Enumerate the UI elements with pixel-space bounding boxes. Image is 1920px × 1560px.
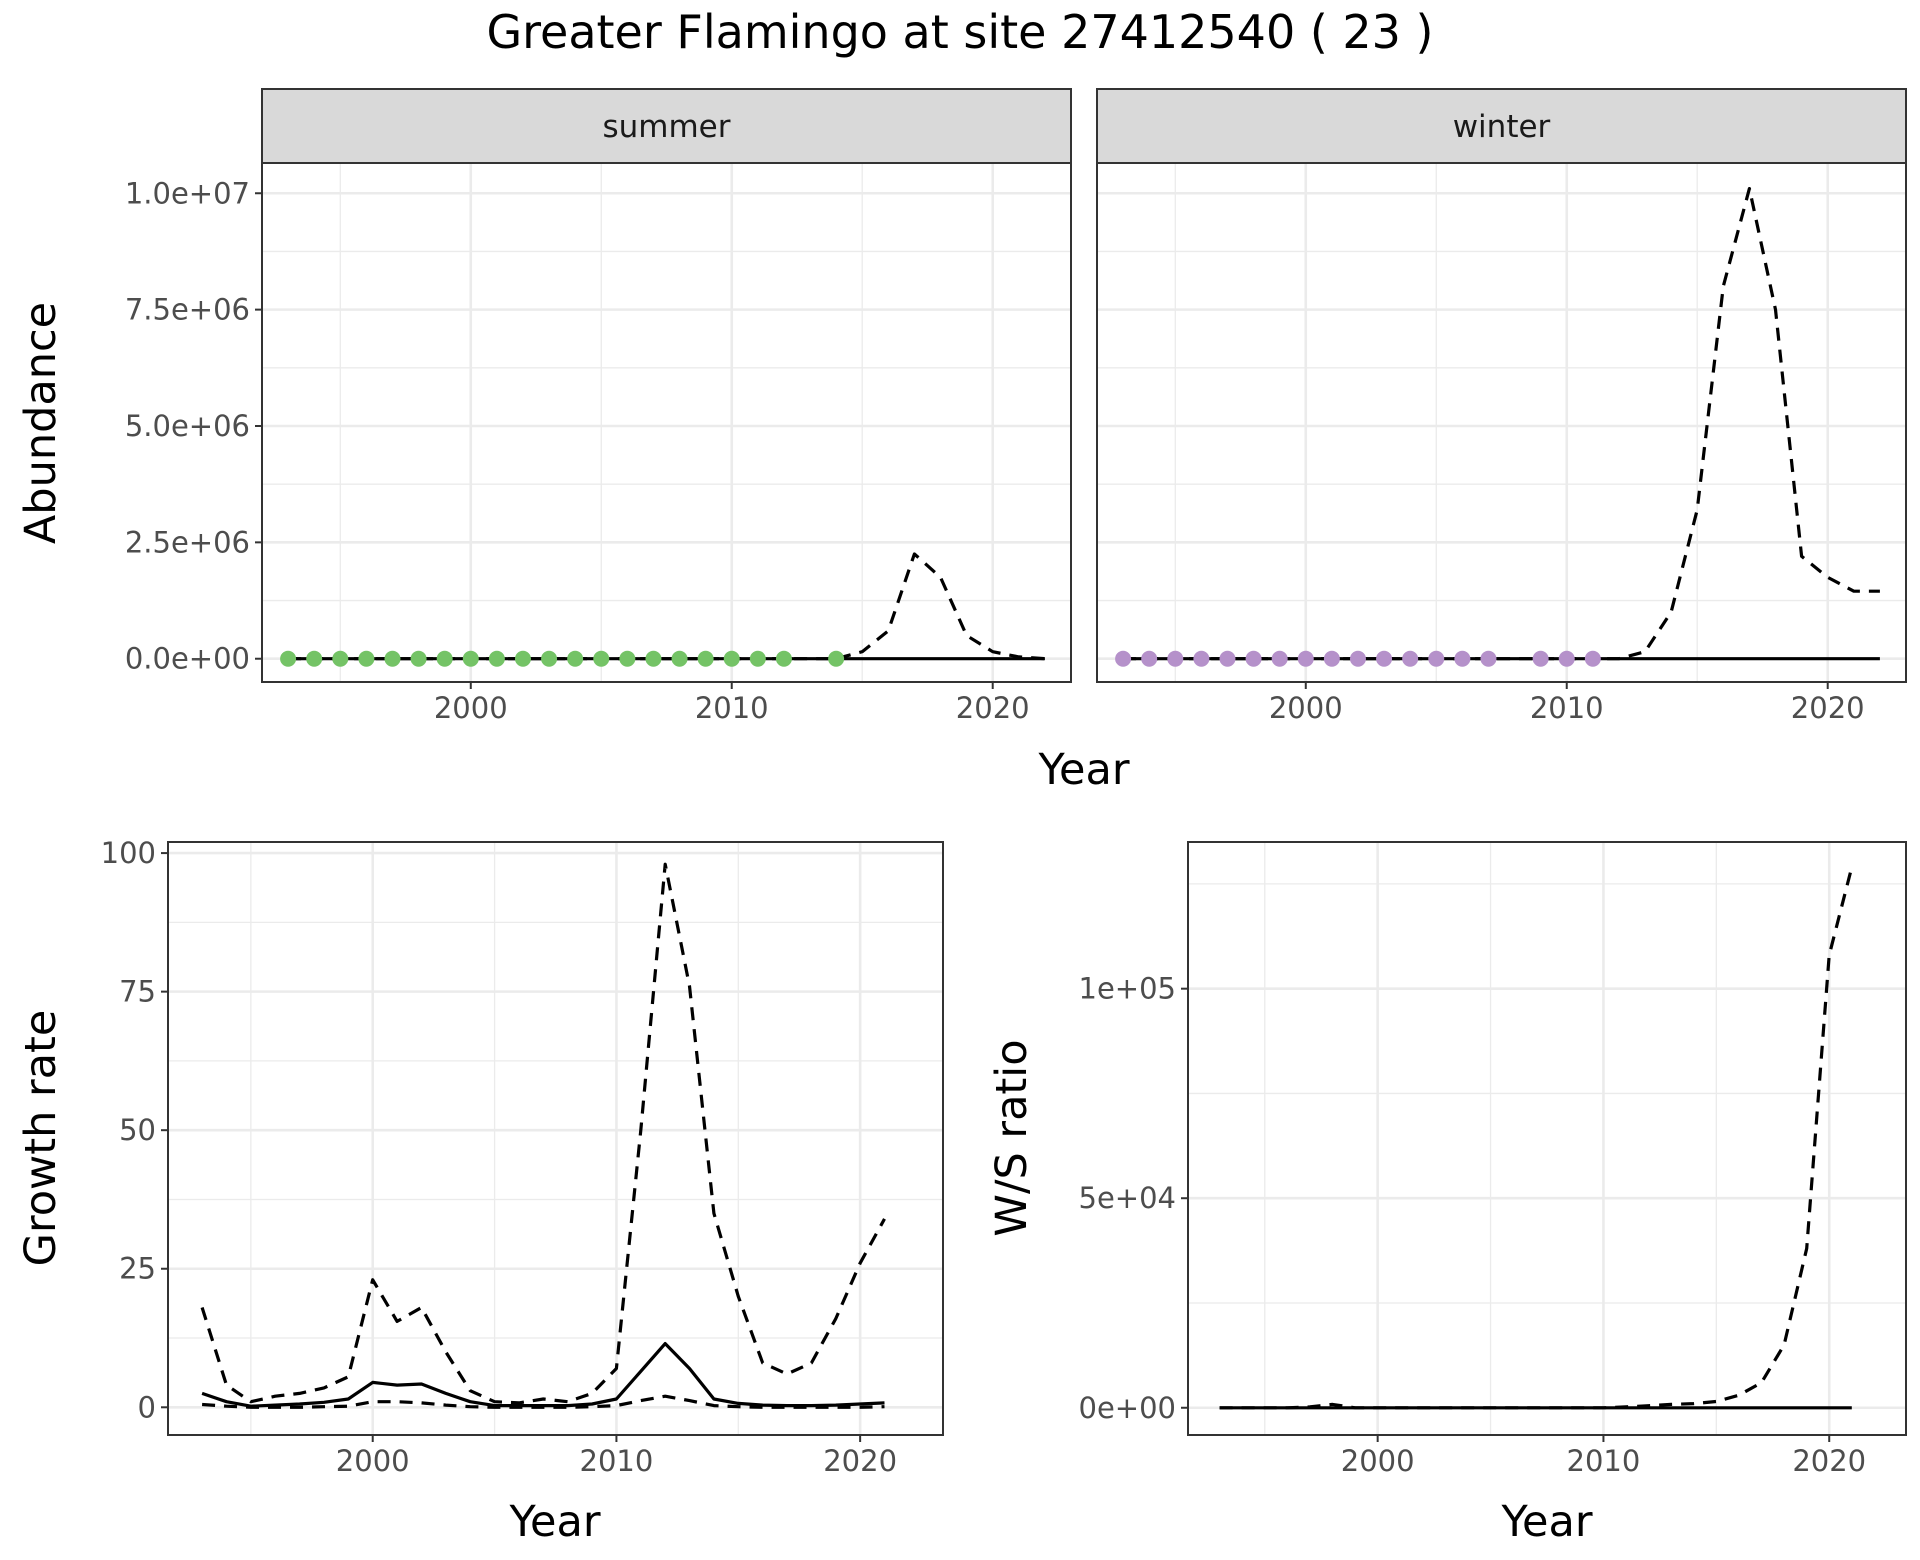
abundance-winter-point-2011 [1584,650,1601,667]
abundance-summer-point-2009 [697,650,714,667]
abundance-winter-facet: winter 2000 2010 2020 [1096,88,1907,725]
abundance-summer-x-tick-label-2000: 2000 [434,691,508,725]
abundance-summer-point-1994 [306,650,323,667]
growth-y-tick-label-0: 0 [138,1390,156,1424]
growth-x-tick-label-2020: 2020 [823,1444,897,1478]
abundance-summer-point-2008 [671,650,688,667]
abundance-summer-point-2011 [749,650,766,667]
abundance-summer-point-2002 [514,650,531,667]
ratio-x-tick-label-2000: 2000 [1341,1444,1415,1478]
growth-y-tick-label-50: 50 [119,1113,156,1147]
abundance-summer-y-tick-label-1-0e-07: 1.0e+07 [125,176,250,210]
abundance-summer-facet: summer 2000 2010 2020 0.0e+00 2.5e+06 5.0e+06 7… [125,88,1072,725]
abundance-winter-panel-border [1096,162,1907,683]
abundance-winter-panel-bg [1097,163,1906,682]
abundance-summer-point-2014 [828,650,845,667]
abundance-summer-point-1993 [280,650,297,667]
ratio-y-tick-label-0e-00: 0e+00 [1079,1391,1177,1425]
growth-x-axis-title: Year [508,1497,600,1547]
abundance-winter-point-1997 [1219,650,1236,667]
abundance-summer-point-2007 [645,650,662,667]
abundance-winter-x-tick-label-2000: 2000 [1269,691,1343,725]
abundance-summer-point-1997 [384,650,401,667]
abundance-summer-y-tick-label-5-0e-06: 5.0e+06 [125,409,250,443]
abundance-summer-y-tick-label-2-5e-06: 2.5e+06 [125,525,250,559]
abundance-winter-x-tick-label-2020: 2020 [1791,691,1865,725]
abundance-winter-series-1-dashed-line [1123,187,1880,661]
abundance-summer-x-tick-label-2010: 2010 [695,691,769,725]
abundance-summer-point-1999 [436,650,453,667]
abundance-x-axis-title: Year [1037,745,1129,795]
abundance-summer-point-1998 [410,650,427,667]
abundance-summer-point-1996 [358,650,375,667]
ratio-y-tick-label-5e-04: 5e+04 [1079,1181,1177,1215]
abundance-summer-point-2006 [619,650,636,667]
ratio-x-tick-label-2020: 2020 [1792,1444,1866,1478]
figure-title: Greater Flamingo at site 27412540 ( 23 ) [486,5,1433,59]
ratio-panel-border [1187,841,1907,1436]
abundance-winter-point-1995 [1167,650,1184,667]
growth-series-1-solid-line [201,1342,885,1408]
abundance-winter-point-1994 [1141,650,1158,667]
abundance-winter-strip-label: winter [1453,109,1551,145]
abundance-winter-point-1998 [1245,650,1262,667]
abundance-winter-point-2009 [1532,650,1549,667]
abundance-summer-point-2005 [593,650,610,667]
abundance-winter-x-tick-label-2010: 2010 [1530,691,1604,725]
growth-y-tick-label-25: 25 [119,1252,156,1286]
abundance-summer-point-2000 [462,650,479,667]
growth-y-tick-label-100: 100 [101,836,156,870]
abundance-summer-point-1995 [332,650,349,667]
abundance-winter-point-2001 [1323,650,1340,667]
abundance-chart: summer 2000 2010 2020 0.0e+00 2.5e+06 5.0e+06 7… [16,88,1907,795]
abundance-winter-point-2007 [1480,650,1497,667]
ratio-y-tick-label-1e-05: 1e+05 [1079,972,1177,1006]
abundance-winter-point-2005 [1428,650,1445,667]
ratio-x-axis-title: Year [1500,1497,1592,1547]
growth-series-2-dashed-line [201,1394,885,1409]
abundance-summer-panel-bg [262,163,1071,682]
abundance-summer-y-tick-label-7-5e-06: 7.5e+06 [125,293,250,327]
abundance-summer-x-tick-label-2020: 2020 [956,691,1030,725]
abundance-winter-point-2002 [1349,650,1366,667]
ratio-x-tick-label-2010: 2010 [1567,1444,1641,1478]
growth-x-tick-label-2000: 2000 [336,1444,410,1478]
growth-chart: 2000 2010 2020 0 25 50 75 100 Year Growth rate [16,836,944,1547]
abundance-winter-point-2006 [1454,650,1471,667]
growth-panel-bg [168,842,943,1435]
ratio-chart: 2000 2010 2020 0e+00 5e+04 1e+05 Year W/S ratio [987,841,1907,1547]
abundance-summer-point-2012 [775,650,792,667]
growth-y-tick-label-75: 75 [119,975,156,1009]
growth-y-axis-title: Growth rate [16,1010,66,1267]
growth-series-0-dashed-line [200,862,886,1405]
abundance-winter-point-2000 [1297,650,1314,667]
abundance-summer-y-tick-label-0-0e-00: 0.0e+00 [125,642,250,676]
abundance-winter-point-2010 [1558,650,1575,667]
abundance-winter-point-1993 [1115,650,1132,667]
abundance-summer-point-2004 [567,650,584,667]
panels: summer 2000 2010 2020 0.0e+00 2.5e+06 5.0e+06 7… [16,88,1907,1547]
abundance-winter-point-1996 [1193,650,1210,667]
abundance-winter-point-2004 [1402,650,1419,667]
growth-x-tick-label-2010: 2010 [580,1444,654,1478]
abundance-y-axis-title: Abundance [16,302,66,544]
abundance-winter-strip [1096,88,1907,164]
abundance-winter-point-2003 [1376,650,1393,667]
abundance-summer-point-2010 [723,650,740,667]
abundance-summer-strip [261,88,1072,164]
abundance-summer-series-1-dashed-line [288,552,1046,661]
ratio-y-axis-title: W/S ratio [987,1039,1037,1236]
abundance-summer-strip-label: summer [602,109,730,145]
abundance-summer-point-2001 [488,650,505,667]
abundance-summer-point-2003 [541,650,558,667]
ratio-panel-bg [1188,842,1906,1435]
abundance-summer-panel-border [261,162,1072,683]
abundance-winter-point-1999 [1271,650,1288,667]
growth-panel-border [167,841,944,1436]
